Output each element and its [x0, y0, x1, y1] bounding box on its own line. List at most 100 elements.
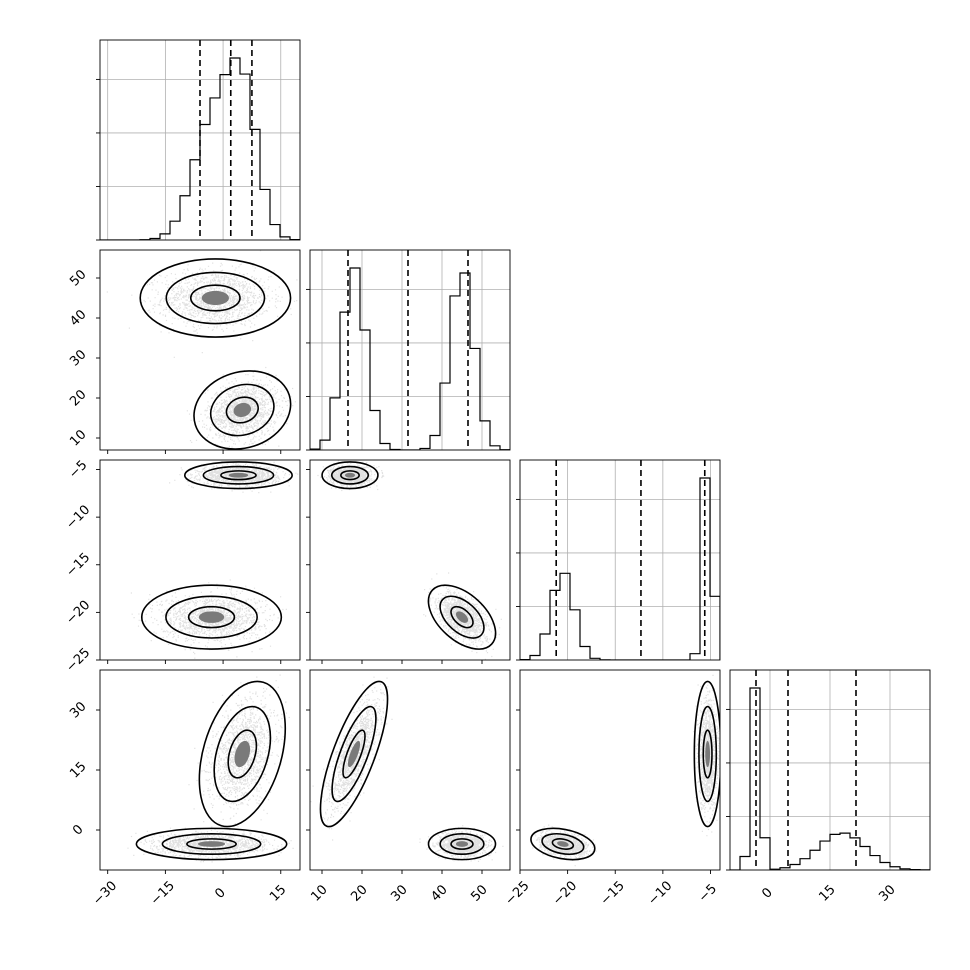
- scatter-panel-2-0: [96, 459, 301, 664]
- scatter-points: [310, 676, 504, 862]
- ytick-label-3: 15: [67, 759, 89, 781]
- contour-0-2: [189, 284, 241, 312]
- contour-1-0: [140, 584, 283, 650]
- contour-0-0: [530, 827, 596, 861]
- density-core-0: [201, 290, 229, 306]
- xtick-label-2: −15: [598, 879, 628, 909]
- xtick-label-2: −20: [550, 879, 580, 909]
- scatter-panel-3-1: [306, 669, 511, 874]
- hist-panel-1: [306, 249, 511, 451]
- contour-1-0: [193, 370, 292, 450]
- ytick-label-2: −5: [66, 458, 90, 482]
- ytick-label-3: 0: [70, 822, 86, 838]
- scatter-panel-3-0: [96, 669, 301, 874]
- density-core-0: [557, 841, 569, 847]
- xtick-label-1: 40: [428, 882, 450, 904]
- histogram-3: [730, 687, 930, 870]
- density-core-0: [197, 841, 226, 847]
- contour-0-2: [186, 838, 237, 850]
- contour-1-2: [227, 729, 258, 779]
- ytick-label-3: 30: [67, 699, 89, 721]
- density-core-0: [347, 740, 361, 768]
- scatter-panel-2-1: [306, 459, 511, 664]
- scatter-frame-2-0: [99, 459, 301, 661]
- scatter-points: [317, 460, 502, 660]
- contour-0-0: [183, 461, 293, 490]
- scatter-points: [106, 250, 298, 450]
- contour-1-1: [165, 595, 258, 639]
- contour-0-1: [202, 465, 275, 485]
- contour-1-1: [439, 832, 485, 856]
- contour-1-0: [693, 680, 720, 828]
- hist-panel-3: [726, 669, 931, 871]
- ytick-label-2: −20: [63, 598, 93, 628]
- density-core-1: [198, 611, 225, 623]
- ytick-label-2: −10: [63, 502, 93, 532]
- xtick-label-1: 30: [388, 882, 410, 904]
- xtick-label-1: 50: [468, 882, 490, 904]
- contour-1-0: [427, 827, 497, 861]
- xtick-label-0: 0: [212, 885, 228, 901]
- scatter-frame-1-0: [99, 249, 301, 451]
- contour-0-0: [139, 258, 292, 338]
- xtick-label-3: 15: [816, 882, 838, 904]
- hist-panel-2: [516, 459, 721, 661]
- ytick-label-1: 20: [67, 387, 89, 409]
- xtick-label-2: −5: [696, 881, 720, 905]
- ytick-label-2: −15: [63, 550, 93, 580]
- contour-0-1: [165, 271, 266, 325]
- contour-1-2: [187, 605, 236, 629]
- hist-frame-0: [99, 39, 301, 241]
- hist-frame-3: [729, 669, 931, 871]
- xtick-label-1: 10: [308, 882, 330, 904]
- scatter-panel-1-0: [96, 249, 301, 454]
- histogram-1: [310, 267, 510, 450]
- xtick-label-0: −15: [148, 879, 178, 909]
- histogram-2: [520, 477, 720, 660]
- scatter-frame-3-1: [309, 669, 511, 871]
- scatter-frame-2-1: [309, 459, 511, 661]
- contour-0-0: [321, 461, 379, 490]
- ytick-label-1: 30: [67, 347, 89, 369]
- scatter-points: [127, 674, 294, 863]
- xtick-label-0: −30: [90, 879, 120, 909]
- contour-0-2: [551, 838, 575, 850]
- density-core-0: [228, 472, 249, 478]
- contour-1-1: [213, 705, 272, 803]
- contour-0-1: [161, 832, 262, 856]
- contour-1-2: [225, 396, 259, 424]
- contour-0-0: [319, 680, 389, 828]
- scatter-panel-3-2: [516, 669, 721, 874]
- contour-1-1: [439, 595, 485, 639]
- xtick-label-1: 20: [348, 882, 370, 904]
- contour-1-0: [198, 680, 287, 828]
- contour-1-1: [698, 705, 718, 803]
- density-core-0: [344, 472, 356, 478]
- ytick-label-1: 40: [67, 307, 89, 329]
- hist-frame-1: [309, 249, 511, 451]
- contour-0-1: [331, 705, 377, 803]
- contour-0-2: [342, 729, 366, 779]
- density-core-1: [705, 740, 711, 768]
- contour-1-2: [450, 838, 474, 850]
- xtick-label-0: 15: [267, 882, 289, 904]
- density-core-1: [233, 402, 252, 418]
- contour-0-2: [340, 470, 360, 481]
- xtick-label-3: 30: [876, 882, 898, 904]
- hist-panel-0: [96, 39, 301, 241]
- xtick-label-3: 0: [759, 885, 775, 901]
- hist-frame-2: [519, 459, 721, 661]
- xtick-label-2: −25: [503, 879, 533, 909]
- contour-0-1: [541, 832, 585, 856]
- xtick-label-2: −10: [645, 879, 675, 909]
- contour-1-2: [702, 729, 713, 779]
- contour-1-0: [427, 584, 497, 650]
- contour-0-0: [135, 827, 288, 861]
- contour-0-1: [330, 465, 370, 485]
- density-core-1: [455, 841, 469, 847]
- ytick-label-1: 50: [67, 267, 89, 289]
- ytick-label-1: 10: [67, 427, 89, 449]
- density-core-1: [234, 740, 251, 768]
- scatter-points: [532, 674, 720, 867]
